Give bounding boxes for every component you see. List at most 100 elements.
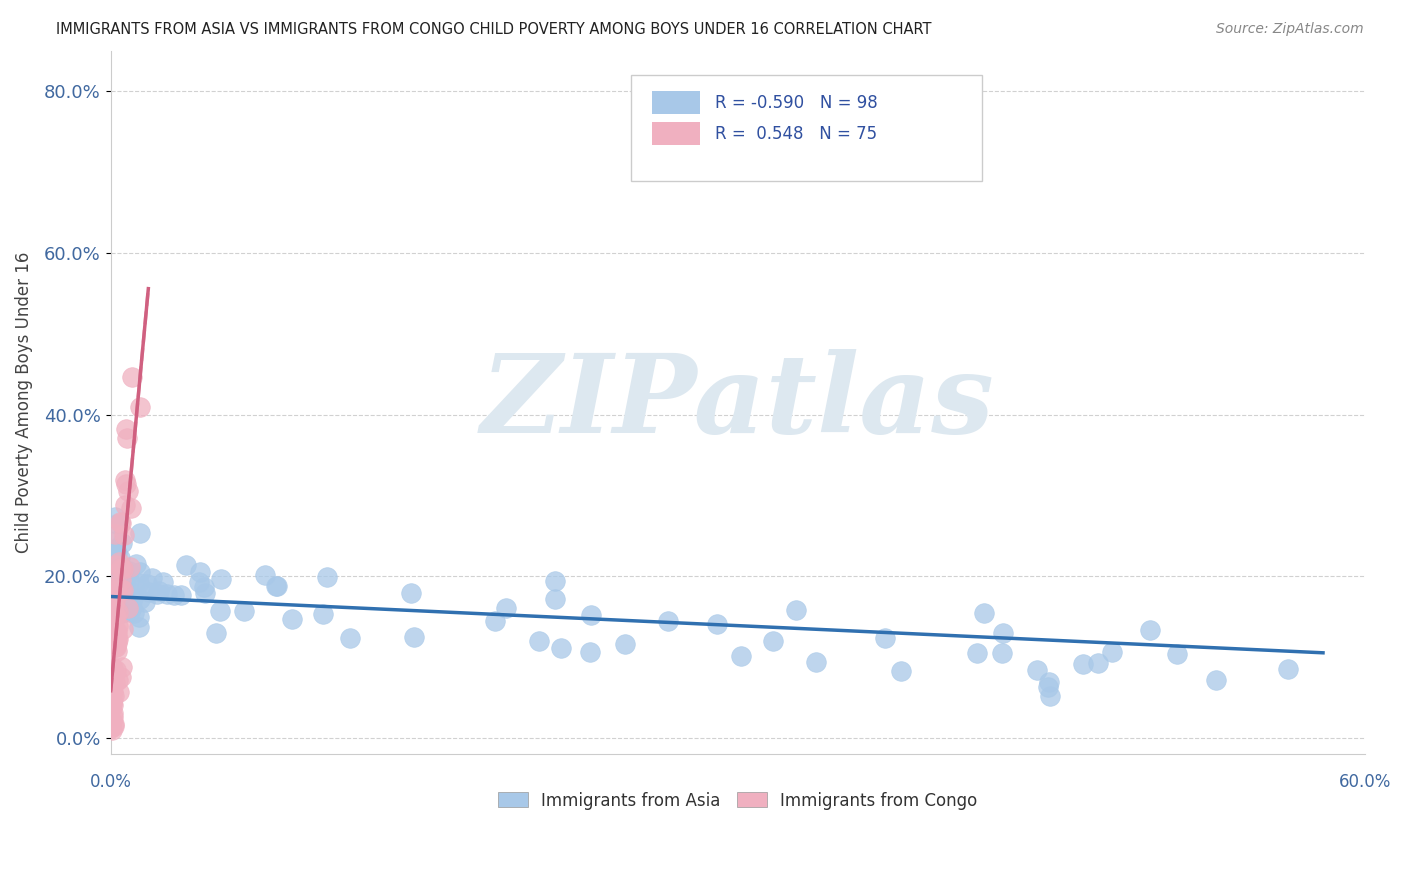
Point (104, 570, 127, 584)
Point (1101, 645, 1123, 659)
Point (105, 582, 128, 597)
Point (187, 575, 209, 590)
Point (107, 673, 129, 687)
Point (1166, 647, 1188, 661)
Point (194, 585, 217, 599)
Point (108, 551, 131, 566)
Point (1038, 680, 1060, 694)
Point (107, 558, 129, 572)
Point (110, 582, 132, 597)
Point (339, 631, 361, 645)
Point (101, 695, 124, 709)
Point (1071, 657, 1094, 672)
Text: 0.0%: 0.0% (90, 772, 132, 791)
Point (129, 565, 152, 579)
Point (115, 422, 138, 436)
Point (103, 719, 125, 733)
Point (706, 616, 728, 631)
Point (105, 624, 128, 639)
Point (110, 670, 132, 684)
Point (100, 606, 122, 620)
Point (114, 568, 136, 582)
Point (128, 400, 150, 414)
Point (104, 594, 127, 608)
Point (121, 370, 143, 384)
Text: 60.0%: 60.0% (1339, 772, 1391, 791)
Point (134, 594, 156, 608)
Point (209, 572, 232, 586)
Point (105, 587, 128, 601)
Point (124, 558, 146, 572)
Point (550, 640, 572, 655)
Point (730, 648, 752, 663)
Point (111, 623, 134, 637)
Text: Source: ZipAtlas.com: Source: ZipAtlas.com (1216, 22, 1364, 37)
Point (1087, 656, 1109, 670)
Point (404, 630, 426, 644)
Point (118, 606, 141, 620)
Point (103, 566, 125, 581)
Point (311, 607, 333, 621)
Point (128, 609, 150, 624)
Point (104, 675, 127, 690)
Point (117, 581, 139, 595)
Point (104, 663, 127, 677)
Point (581, 607, 603, 622)
Legend: Immigrants from Asia, Immigrants from Congo: Immigrants from Asia, Immigrants from Co… (491, 785, 984, 816)
Point (233, 604, 256, 618)
Point (128, 591, 150, 606)
Point (401, 586, 423, 600)
Point (110, 570, 132, 584)
Point (152, 574, 174, 589)
Bar (652, 122, 700, 145)
Point (281, 612, 304, 626)
Point (105, 558, 128, 573)
Point (112, 583, 135, 598)
Point (104, 608, 127, 623)
Point (1026, 663, 1049, 677)
Point (174, 558, 197, 573)
Point (105, 644, 128, 658)
Point (117, 483, 139, 498)
Point (104, 541, 127, 556)
Text: ZIPatlas: ZIPatlas (481, 349, 994, 456)
Point (100, 714, 122, 728)
Point (112, 528, 135, 542)
Point (1277, 662, 1299, 676)
Text: R =  0.548   N = 75: R = 0.548 N = 75 (716, 125, 877, 143)
Point (117, 600, 139, 615)
Point (804, 655, 827, 669)
Point (110, 573, 132, 587)
Point (118, 564, 141, 578)
Point (105, 566, 128, 580)
Point (105, 575, 128, 590)
Point (111, 536, 134, 550)
Point (103, 717, 125, 731)
Point (100, 672, 122, 686)
Point (156, 587, 179, 601)
Point (104, 533, 127, 548)
Point (107, 605, 129, 619)
Point (209, 604, 232, 618)
Point (105, 546, 128, 560)
Point (146, 587, 169, 601)
Point (991, 646, 1014, 660)
Point (103, 685, 125, 699)
Point (105, 632, 128, 646)
Point (128, 575, 150, 590)
Point (114, 473, 136, 487)
Point (105, 636, 128, 650)
Point (785, 602, 807, 616)
Point (543, 592, 565, 607)
Point (114, 498, 136, 512)
Point (495, 601, 517, 615)
Point (107, 684, 129, 698)
Point (1205, 673, 1227, 687)
Point (111, 569, 134, 583)
Point (253, 568, 276, 582)
Point (101, 661, 124, 675)
Point (266, 579, 288, 593)
Point (100, 619, 122, 633)
Point (104, 563, 127, 577)
Point (544, 574, 567, 588)
